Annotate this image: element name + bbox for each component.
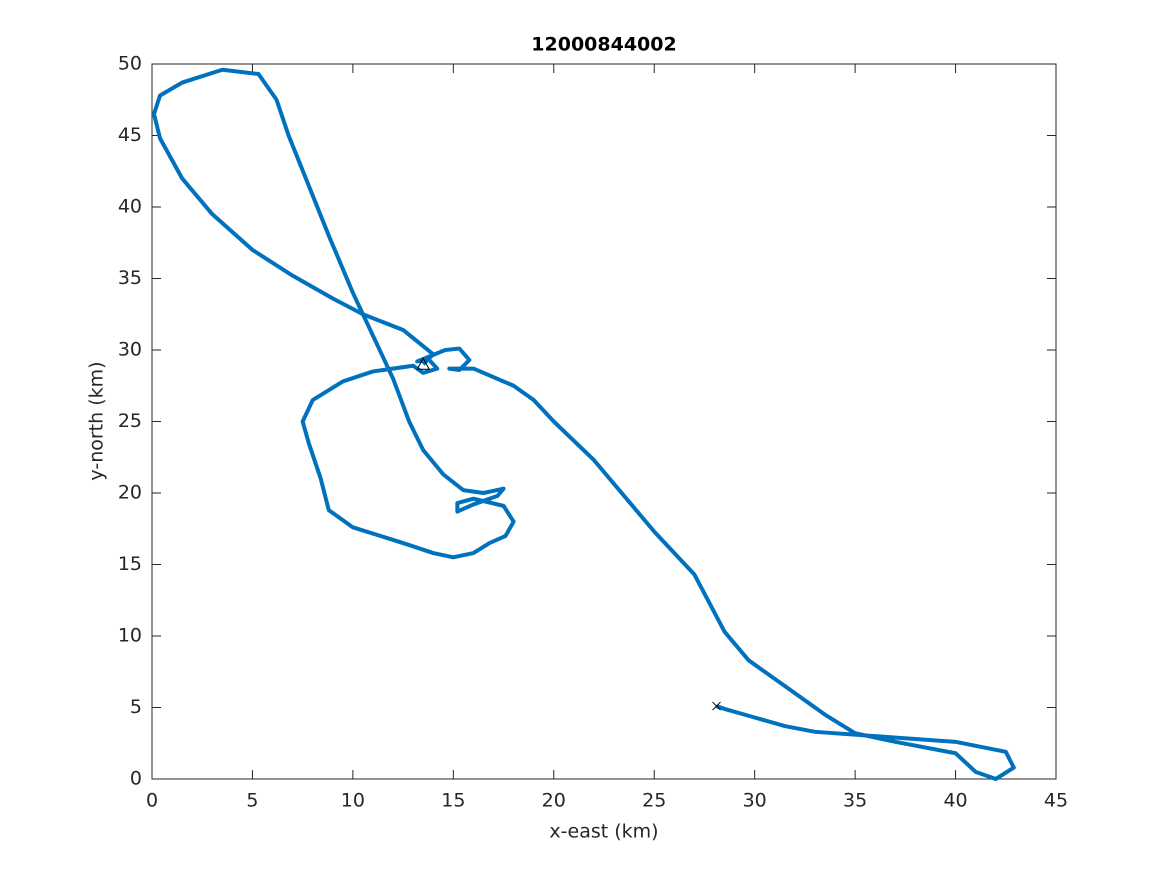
chart-title: 12000844002: [531, 34, 676, 56]
x-tick-label: 15: [441, 790, 465, 812]
x-tick-label: 10: [341, 790, 365, 812]
end-marker: [712, 701, 721, 711]
y-tick-label: 15: [118, 553, 142, 575]
x-tick-label: 35: [843, 790, 867, 812]
x-tick-label: 45: [1044, 790, 1068, 812]
y-tick-label: 20: [118, 482, 142, 504]
trajectory: [152, 67, 1016, 781]
x-axis-label: x-east (km): [549, 821, 658, 843]
y-tick-label: 35: [118, 267, 142, 289]
x-tick-label: 20: [542, 790, 566, 812]
y-tick-label: 25: [118, 410, 142, 432]
x-tick-label: 25: [642, 790, 666, 812]
y-tick-label: 30: [118, 339, 142, 361]
y-tick-label: 50: [118, 53, 142, 75]
y-axis-label: y-north (km): [86, 361, 108, 480]
y-tick-label: 45: [118, 124, 142, 146]
x-tick-label: 0: [146, 790, 158, 812]
x-tick-label: 40: [943, 790, 967, 812]
x-tick-label: 5: [246, 790, 258, 812]
y-tick-label: 0: [130, 768, 142, 790]
y-tick-label: 5: [130, 696, 142, 718]
x-tick-label: 30: [743, 790, 767, 812]
start-marker: [416, 357, 431, 370]
y-tick-label: 10: [118, 625, 142, 647]
y-tick-label: 40: [118, 196, 142, 218]
